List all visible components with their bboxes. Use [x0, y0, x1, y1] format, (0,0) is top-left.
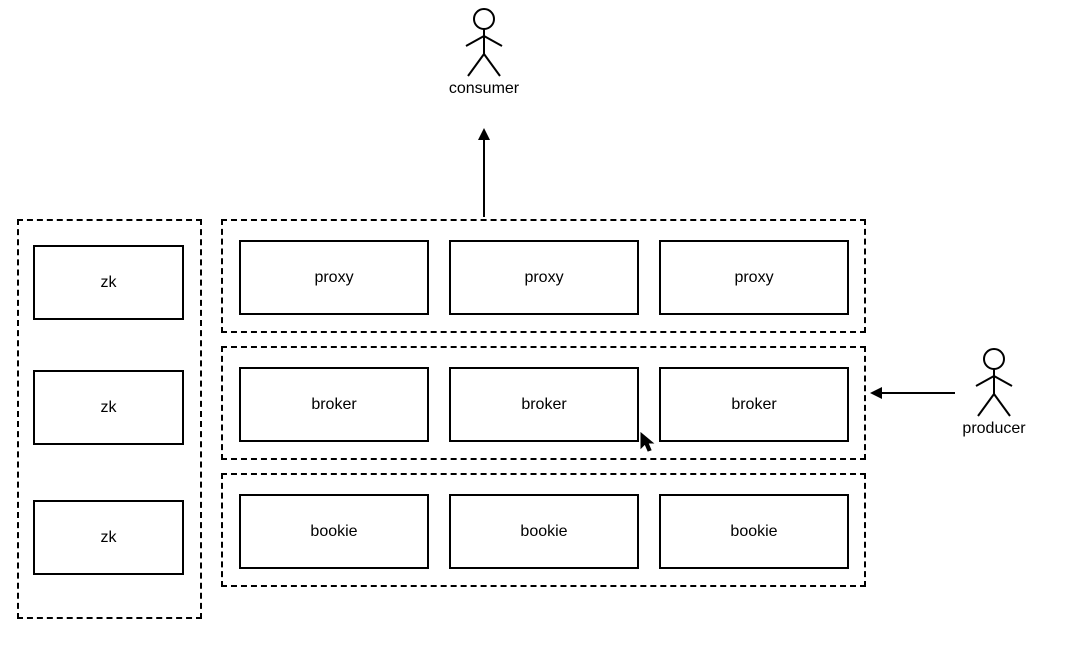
proxy-box-2-label: proxy: [524, 269, 563, 287]
consumer-label: consumer: [449, 80, 519, 98]
proxy-box-3: proxy: [659, 240, 849, 315]
zk-box-1-label: zk: [101, 274, 117, 292]
broker-box-2-label: broker: [521, 396, 566, 414]
bookie-box-3-label: bookie: [730, 523, 777, 541]
person-icon: [972, 348, 1016, 418]
zk-box-2-label: zk: [101, 399, 117, 417]
broker-box-2: broker: [449, 367, 639, 442]
arrow-to-consumer-line: [483, 140, 485, 217]
bookie-box-2-label: bookie: [520, 523, 567, 541]
bookie-box-1-label: bookie: [310, 523, 357, 541]
arrow-from-producer-line: [882, 392, 955, 394]
broker-box-1-label: broker: [311, 396, 356, 414]
proxy-box-1-label: proxy: [314, 269, 353, 287]
bookie-box-1: bookie: [239, 494, 429, 569]
proxy-box-1: proxy: [239, 240, 429, 315]
producer-actor: producer: [959, 348, 1029, 438]
proxy-box-3-label: proxy: [734, 269, 773, 287]
consumer-actor: consumer: [449, 8, 519, 98]
broker-box-3: broker: [659, 367, 849, 442]
broker-box-3-label: broker: [731, 396, 776, 414]
arrow-from-producer-head: [870, 387, 882, 399]
bookie-box-3: bookie: [659, 494, 849, 569]
producer-label: producer: [962, 420, 1025, 438]
zk-box-3-label: zk: [101, 529, 117, 547]
bookie-box-2: bookie: [449, 494, 639, 569]
zk-box-2: zk: [33, 370, 184, 445]
zk-box-3: zk: [33, 500, 184, 575]
broker-box-1: broker: [239, 367, 429, 442]
proxy-box-2: proxy: [449, 240, 639, 315]
zk-box-1: zk: [33, 245, 184, 320]
person-icon: [462, 8, 506, 78]
arrow-to-consumer-head: [478, 128, 490, 140]
